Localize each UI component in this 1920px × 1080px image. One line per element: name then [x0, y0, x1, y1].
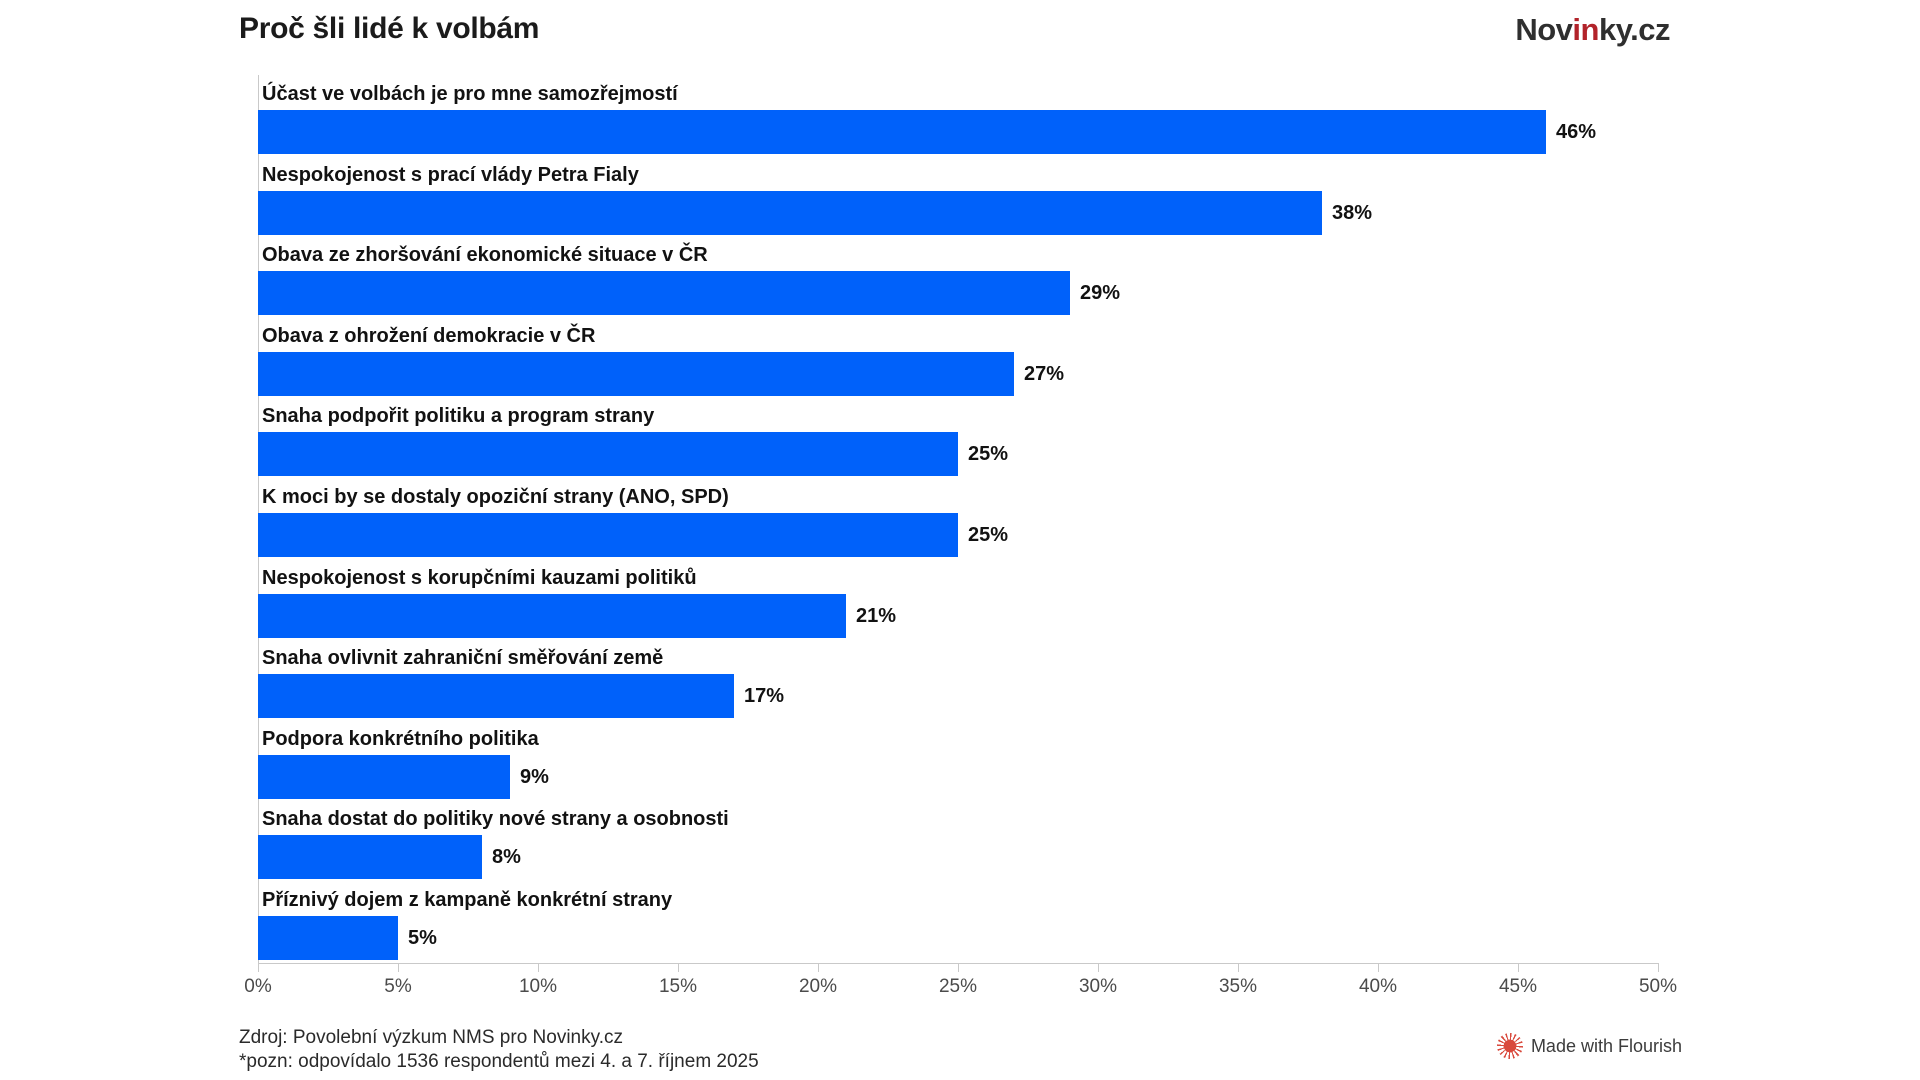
- bar[interactable]: [258, 674, 734, 719]
- x-axis-tick-mark: [958, 963, 959, 972]
- bar[interactable]: [258, 916, 398, 960]
- x-axis-tick-label: 45%: [1498, 976, 1538, 997]
- x-axis-tick-mark: [818, 963, 819, 972]
- bar-value-label: 27%: [1024, 362, 1065, 385]
- bar-row: Nespokojenost s korupčními kauzami polit…: [258, 567, 1658, 647]
- bar-category-label: Příznivý dojem z kampaně konkrétní stran…: [262, 889, 673, 911]
- logo-part-3: ky.cz: [1598, 12, 1671, 47]
- bar-row: Obava z ohrožení demokracie v ČR 27%: [258, 325, 1658, 405]
- bar[interactable]: [258, 190, 1322, 235]
- bar[interactable]: [258, 271, 1070, 316]
- bar-chart-plot: Účast ve volbách je pro mne samozřejmost…: [258, 75, 1658, 963]
- respondents-note: *pozn: odpovídalo 1536 respondentů mezi …: [239, 1050, 759, 1072]
- bar-value-label: 29%: [1080, 282, 1121, 305]
- x-axis-tick-label: 0%: [244, 976, 272, 997]
- bar-row: Podpora konkrétního politika 9%: [258, 728, 1658, 808]
- bar[interactable]: [258, 432, 958, 477]
- x-axis-tick-label: 15%: [658, 976, 698, 997]
- bar-row: Příznivý dojem z kampaně konkrétní stran…: [258, 889, 1658, 969]
- bar[interactable]: [258, 754, 510, 799]
- bar-row: Snaha podpořit politiku a program strany…: [258, 405, 1658, 485]
- bar[interactable]: [258, 110, 1546, 154]
- bar[interactable]: [258, 593, 846, 638]
- bar-row: Nespokojenost s prací vlády Petra Fialy 3…: [258, 164, 1658, 244]
- x-axis-tick-mark: [1378, 963, 1379, 972]
- bar-value-label: 21%: [856, 604, 897, 627]
- bar-value-label: 25%: [968, 524, 1009, 546]
- x-axis-tick-label: 50%: [1638, 976, 1678, 997]
- bar-category-label: Obava ze zhoršování ekonomické situace v…: [262, 244, 708, 267]
- x-axis-tick-label: 40%: [1358, 976, 1398, 997]
- bar-category-label: Snaha podpořit politiku a program strany: [262, 405, 655, 428]
- x-axis-tick-label: 30%: [1078, 976, 1118, 997]
- bar-value-label: 25%: [968, 443, 1009, 466]
- bar-value-label: 38%: [1332, 201, 1373, 224]
- x-axis-tick-label: 5%: [384, 976, 412, 997]
- source-note: Zdroj: Povolební výzkum NMS pro Novinky.…: [239, 1027, 623, 1048]
- x-axis-tick-label: 10%: [518, 976, 558, 997]
- made-with-flourish-link[interactable]: Made with Flourish: [1496, 1033, 1682, 1059]
- bar-category-label: Účast ve volbách je pro mne samozřejmost…: [262, 83, 678, 105]
- bar[interactable]: [258, 835, 482, 880]
- x-axis-tick-mark: [398, 963, 399, 972]
- bar-row: Účast ve volbách je pro mne samozřejmost…: [258, 83, 1658, 163]
- x-axis-tick-mark: [1098, 963, 1099, 972]
- bar[interactable]: [258, 513, 958, 557]
- x-axis-tick-label: 20%: [798, 976, 838, 997]
- x-axis-tick-mark: [678, 963, 679, 972]
- bar-category-label: Obava z ohrožení demokracie v ČR: [262, 324, 596, 347]
- bar[interactable]: [258, 351, 1014, 396]
- bar-value-label: 8%: [492, 846, 521, 869]
- logo-part-1: Nov: [1515, 12, 1573, 47]
- bar-value-label: 17%: [744, 685, 785, 708]
- flourish-label: Made with Flourish: [1530, 1035, 1682, 1056]
- bar-value-label: 46%: [1556, 121, 1597, 143]
- bar-category-label: Snaha dostat do politiky nové strany a o…: [262, 808, 729, 831]
- bar-category-label: Snaha ovlivnit zahraniční směřování země: [262, 647, 664, 670]
- flourish-starburst-icon: [1496, 1033, 1523, 1059]
- bar-category-label: Podpora konkrétního politika: [262, 727, 539, 750]
- x-axis-tick-mark: [258, 963, 259, 972]
- x-axis-tick-mark: [1658, 963, 1659, 972]
- novinky-logo[interactable]: Novinky.cz: [1515, 12, 1670, 48]
- bar-category-label: Nespokojenost s korupčními kauzami polit…: [262, 566, 697, 589]
- bar-value-label: 9%: [520, 765, 549, 788]
- bar-category-label: Nespokojenost s prací vlády Petra Fialy: [262, 163, 639, 186]
- x-axis-tick-label: 35%: [1218, 976, 1258, 997]
- x-axis-tick-mark: [1518, 963, 1519, 972]
- bar-category-label: K moci by se dostaly opoziční strany (AN…: [262, 486, 729, 508]
- bar-row: K moci by se dostaly opoziční strany (AN…: [258, 486, 1658, 566]
- bar-value-label: 5%: [408, 927, 437, 949]
- x-axis-tick-mark: [1238, 963, 1239, 972]
- bar-row: Obava ze zhoršování ekonomické situace v…: [258, 244, 1658, 324]
- bar-row: Snaha dostat do politiky nové strany a o…: [258, 808, 1658, 888]
- page-title: Proč šli lidé k volbám: [239, 12, 540, 45]
- footer-text: Zdroj: Povolební výzkum NMS pro Novinky.…: [239, 1026, 759, 1073]
- x-axis-tick-mark: [538, 963, 539, 972]
- logo-part-2: in: [1572, 12, 1599, 47]
- x-axis-tick-label: 25%: [938, 976, 978, 997]
- bar-row: Snaha ovlivnit zahraniční směřování země…: [258, 647, 1658, 727]
